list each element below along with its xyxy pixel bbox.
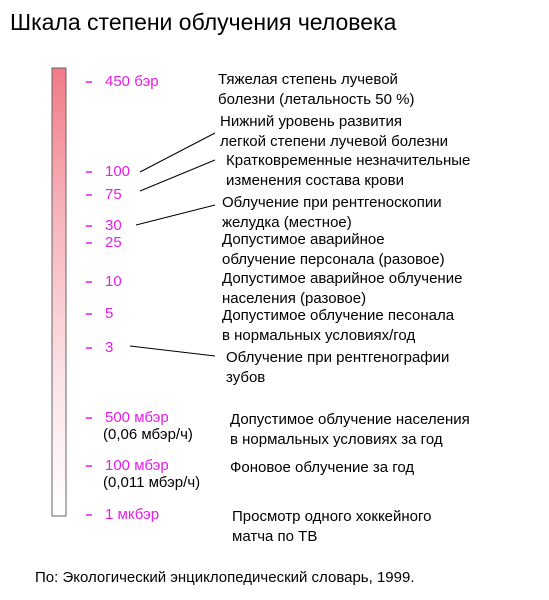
description: Просмотр одного хоккейного xyxy=(232,508,432,525)
title: Шкала степени облучения человека xyxy=(10,9,397,35)
description: в нормальных условиях за год xyxy=(230,431,443,448)
description: населения (разовое) xyxy=(222,290,366,307)
description: изменения состава крови xyxy=(226,172,404,189)
level-label: 100 xyxy=(105,163,130,180)
description: Допустимое облучение песонала xyxy=(222,307,455,324)
scale-bar xyxy=(51,67,67,517)
level-label: 75 xyxy=(105,186,122,203)
level-label: 10 xyxy=(105,273,122,290)
description: Допустимое облучение населения xyxy=(230,411,470,428)
level-label: 30 xyxy=(105,217,122,234)
level-label: 450 бэр xyxy=(105,73,159,90)
description: Облучение при рентгенографии xyxy=(226,349,449,366)
description: Допустимое аварийное xyxy=(222,231,385,248)
source: По: Экологический энциклопедический слов… xyxy=(35,569,415,586)
level-label: 500 мбэр xyxy=(105,409,169,426)
level-label: 5 xyxy=(105,305,113,322)
description: облучение персонала (разовое) xyxy=(222,251,445,268)
description: в нормальных условиях/год xyxy=(222,327,415,344)
level-label: 25 xyxy=(105,234,122,251)
level-note: (0,06 мбэр/ч) xyxy=(103,426,193,443)
level-label: 100 мбэр xyxy=(105,457,169,474)
description: Облучение при рентгеноскопии xyxy=(222,194,442,211)
connector xyxy=(139,132,216,173)
description: зубов xyxy=(226,369,265,386)
level-label: 1 мкбэр xyxy=(105,506,159,523)
connector xyxy=(135,204,216,226)
description: Фоновое облучение за год xyxy=(230,459,414,476)
connector xyxy=(129,345,216,357)
description: Кратковременные незначительные xyxy=(226,152,470,169)
description: болезни (летальность 50 %) xyxy=(218,91,414,108)
level-label: 3 xyxy=(105,339,113,356)
description: Нижний уровень развития xyxy=(220,113,402,130)
description: легкой степени лучевой болезни xyxy=(220,133,448,150)
description: желудка (местное) xyxy=(222,214,352,231)
description: Допустимое аварийное облучение xyxy=(222,270,462,287)
description: матча по ТВ xyxy=(232,528,317,545)
description: Тяжелая степень лучевой xyxy=(218,71,398,88)
level-note: (0,011 мбэр/ч) xyxy=(103,474,200,491)
connector xyxy=(139,159,216,192)
